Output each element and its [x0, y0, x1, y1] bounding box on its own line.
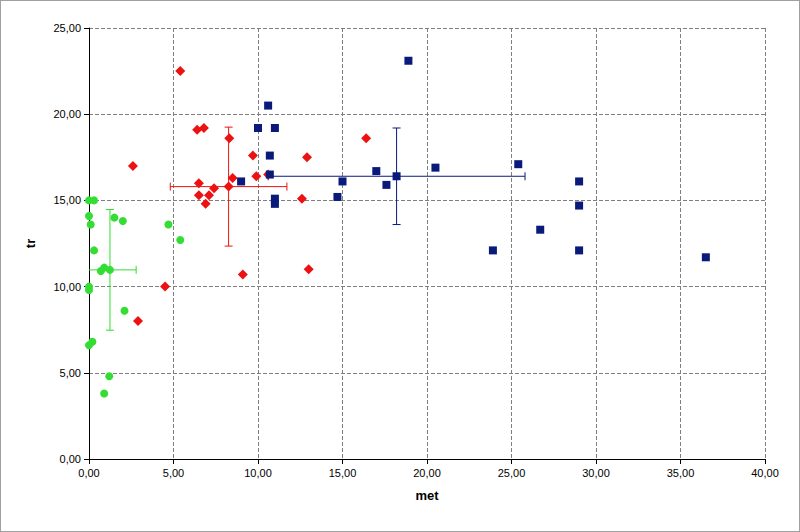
- svg-text:0,00: 0,00: [60, 453, 81, 465]
- svg-text:met: met: [415, 488, 439, 503]
- svg-text:20,00: 20,00: [413, 467, 441, 479]
- svg-text:30,00: 30,00: [582, 467, 610, 479]
- svg-text:20,00: 20,00: [53, 108, 81, 120]
- svg-text:5,00: 5,00: [163, 467, 184, 479]
- svg-text:40,00: 40,00: [751, 467, 779, 479]
- svg-text:0,00: 0,00: [78, 467, 99, 479]
- svg-text:15,00: 15,00: [53, 194, 81, 206]
- svg-text:25,00: 25,00: [53, 22, 81, 34]
- svg-text:25,00: 25,00: [498, 467, 526, 479]
- svg-text:tr: tr: [23, 239, 38, 248]
- svg-text:35,00: 35,00: [667, 467, 695, 479]
- svg-text:15,00: 15,00: [329, 467, 357, 479]
- svg-text:10,00: 10,00: [244, 467, 272, 479]
- svg-text:5,00: 5,00: [60, 367, 81, 379]
- svg-text:10,00: 10,00: [53, 281, 81, 293]
